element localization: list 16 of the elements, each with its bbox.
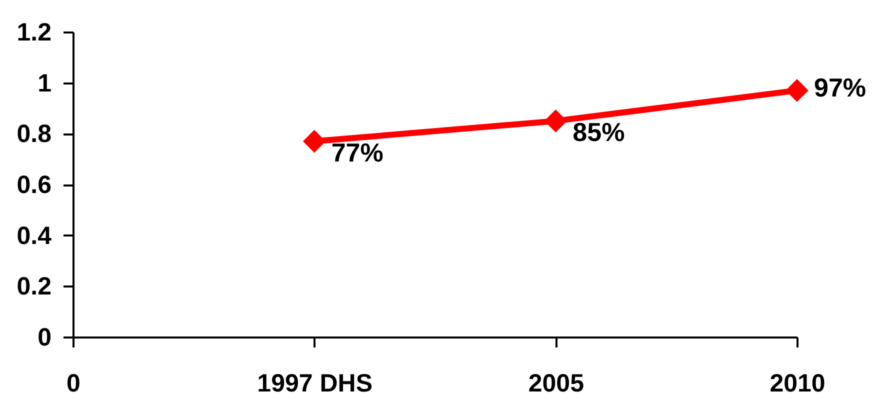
y-tick-label: 1.2 xyxy=(16,18,52,46)
y-tick-label: 0.4 xyxy=(16,222,52,250)
data-label: 77% xyxy=(331,137,384,168)
x-tick-label: 2010 xyxy=(770,370,826,398)
y-tick-label: 0 xyxy=(38,324,52,352)
x-tick-label: 0 xyxy=(66,370,80,398)
data-label: 85% xyxy=(572,116,625,147)
point xyxy=(786,79,808,102)
y-tick-label: 1 xyxy=(38,69,52,98)
x-tick-label: 2005 xyxy=(528,370,584,398)
point xyxy=(544,110,568,132)
y-tick-label: 0.8 xyxy=(16,120,52,148)
y-tick-label: 0.2 xyxy=(16,272,52,301)
y-tick-label: 0.6 xyxy=(16,171,52,199)
x-tick-label: 1997 DHS xyxy=(257,370,373,398)
data-label: 97% xyxy=(814,72,866,102)
